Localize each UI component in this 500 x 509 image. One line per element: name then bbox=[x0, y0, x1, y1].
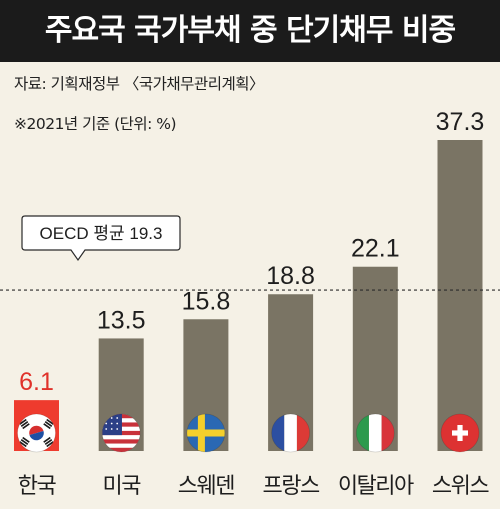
source-note: 자료: 기획재정부 〈국가채무관리계획〉 bbox=[14, 75, 264, 93]
value-label-스위스: 37.3 bbox=[436, 108, 485, 136]
title-bar bbox=[0, 0, 500, 62]
category-label-이탈리아: 이탈리아 bbox=[338, 474, 414, 499]
oecd-average-label: OECD 평균 19.3 bbox=[40, 224, 163, 243]
category-label-스위스: 스위스 bbox=[432, 474, 489, 499]
unit-note: ※2021년 기준 (단위: %) bbox=[14, 115, 177, 133]
chart-title: 주요국 국가부채 중 단기채무 비중 bbox=[44, 13, 456, 48]
category-label-한국: 한국 bbox=[18, 474, 57, 499]
value-label-한국: 6.1 bbox=[19, 368, 54, 396]
bar-스위스 bbox=[437, 140, 483, 451]
oecd-average-callout bbox=[21, 215, 181, 262]
sweden-flag-icon bbox=[186, 413, 226, 453]
usa-flag-icon bbox=[101, 413, 141, 453]
category-label-프랑스: 프랑스 bbox=[262, 474, 319, 499]
value-label-미국: 13.5 bbox=[97, 306, 146, 334]
france-flag-icon bbox=[271, 413, 311, 453]
value-label-이탈리아: 22.1 bbox=[351, 235, 400, 263]
south-korea-flag-icon bbox=[17, 413, 56, 453]
category-label-스웨덴: 스웨덴 bbox=[178, 474, 234, 499]
category-label-미국: 미국 bbox=[102, 474, 141, 499]
value-label-스웨덴: 15.8 bbox=[182, 287, 231, 315]
italy-flag-icon bbox=[355, 413, 395, 453]
value-label-프랑스: 18.8 bbox=[266, 262, 315, 290]
switzerland-flag-icon bbox=[440, 413, 480, 453]
